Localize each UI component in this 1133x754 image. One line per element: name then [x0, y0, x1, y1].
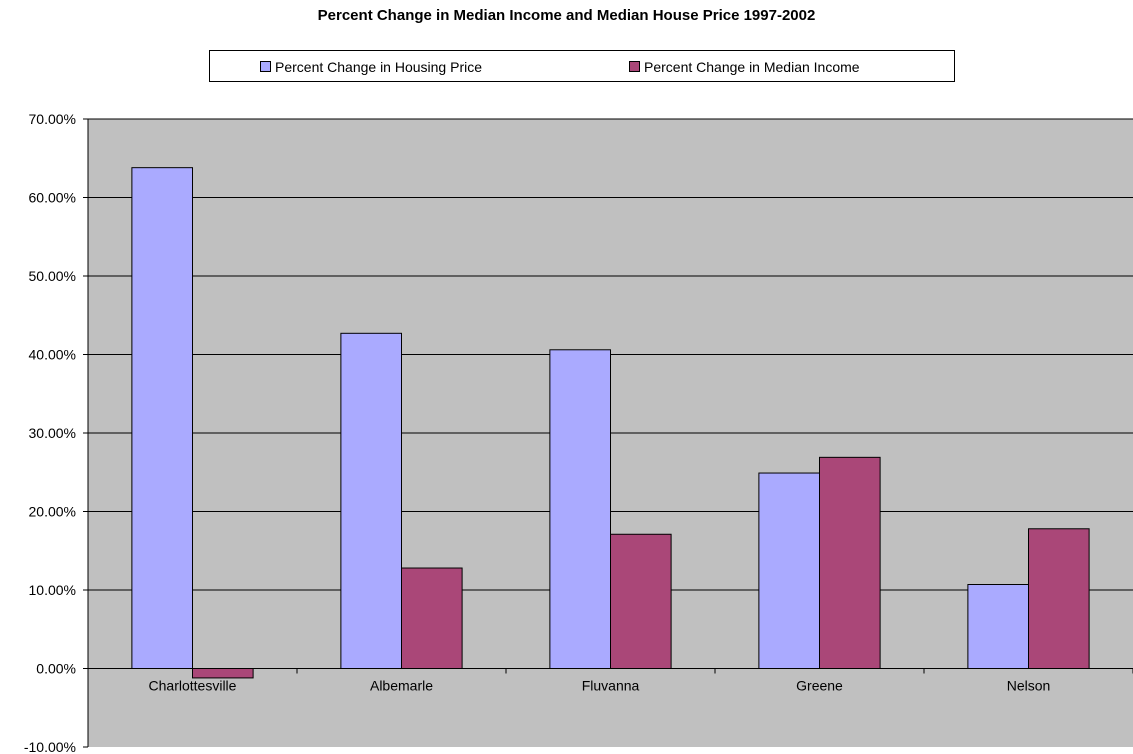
legend-item-median-income: Percent Change in Median Income — [629, 59, 860, 75]
legend-label-housing-price: Percent Change in Housing Price — [275, 59, 483, 75]
bar-median-income-fluvanna — [610, 533, 672, 670]
bar-housing-price-greene — [758, 472, 821, 669]
legend-swatch-median-income — [629, 61, 640, 72]
x-tick-label-greene: Greene — [796, 678, 843, 694]
y-tick-label: 70.00% — [29, 111, 76, 127]
legend-label-median-income: Percent Change in Median Income — [644, 59, 860, 75]
chart-title: Percent Change in Median Income and Medi… — [317, 7, 816, 24]
bar-median-income-nelson — [1028, 528, 1090, 670]
y-tick-label: 0.00% — [36, 661, 76, 677]
bar-housing-price-albemarle — [340, 332, 403, 669]
tick-labels: -10.00% 0.00% 10.00% 20.00% 30.00% 40.00% 50.0… — [24, 111, 1050, 754]
x-tick-label-nelson: Nelson — [1007, 678, 1051, 694]
y-tick-label: 60.00% — [29, 190, 76, 206]
axes — [83, 118, 1133, 748]
x-tick-label-charlottesville: Charlottesville — [149, 678, 237, 694]
y-tick-label: -10.00% — [24, 739, 76, 754]
bar-median-income-greene — [819, 456, 881, 669]
y-tick-label: 50.00% — [29, 268, 76, 284]
legend-swatch-housing-price — [260, 61, 271, 72]
bar-housing-price-fluvanna — [549, 349, 612, 669]
y-tick-label: 30.00% — [29, 425, 76, 441]
bar-housing-price-charlottesville — [131, 167, 193, 669]
x-tick-label-albemarle: Albemarle — [370, 678, 433, 694]
y-tick-label: 40.00% — [29, 347, 76, 363]
legend-item-housing-price: Percent Change in Housing Price — [260, 59, 482, 75]
bar-median-income-albemarle — [401, 567, 463, 670]
x-tick-label-fluvanna: Fluvanna — [582, 678, 640, 694]
y-tick-label: 20.00% — [29, 504, 76, 520]
legend: Percent Change in Housing Price Percent … — [209, 50, 955, 82]
bars — [131, 167, 1090, 679]
y-tick-label: 10.00% — [29, 582, 76, 598]
bar-median-income-charlottesville — [192, 668, 254, 679]
bar-housing-price-nelson — [967, 584, 1030, 670]
